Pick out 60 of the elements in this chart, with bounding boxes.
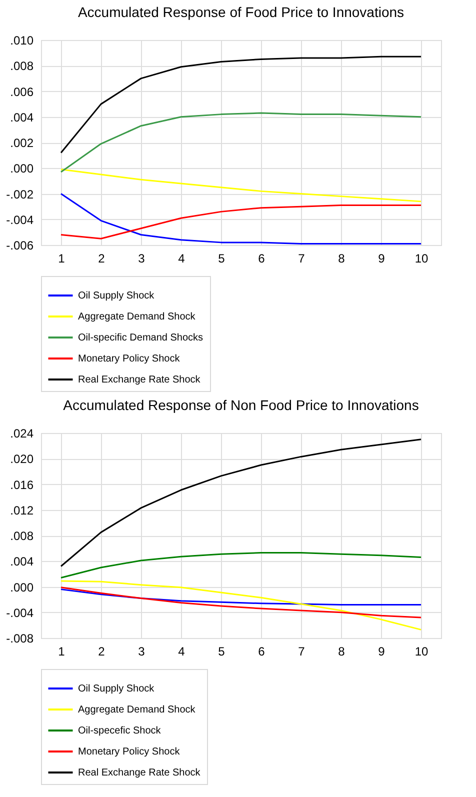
line-series bbox=[60, 586, 422, 618]
y-tick-label: .008 bbox=[10, 529, 34, 543]
y-tick-label: .000 bbox=[10, 162, 34, 176]
legend-label: Real Exchange Rate Shock bbox=[78, 768, 202, 778]
y-tick-label: .008 bbox=[10, 59, 34, 74]
chart-title: Accumulated Response of Food Price to Innovations bbox=[78, 4, 404, 20]
y-tick-label: .002 bbox=[10, 136, 34, 150]
x-tick-label: 2 bbox=[98, 644, 106, 658]
y-tick-label: -.008 bbox=[6, 632, 34, 646]
x-tick-label: 9 bbox=[378, 252, 386, 266]
x-tick-label: 5 bbox=[218, 252, 226, 266]
y-tick-label: -.004 bbox=[6, 606, 34, 620]
y-tick-label: .004 bbox=[10, 110, 34, 124]
x-tick-label: 4 bbox=[178, 644, 186, 658]
x-tick-label: 8 bbox=[338, 252, 346, 266]
x-tick-label: 5 bbox=[218, 644, 226, 658]
x-tick-label: 10 bbox=[414, 644, 428, 658]
legend-label: Aggregate Demand Shock bbox=[78, 312, 196, 322]
y-tick-label: -.006 bbox=[6, 238, 34, 252]
y-tick-label: .016 bbox=[10, 478, 34, 492]
line-series bbox=[60, 588, 422, 606]
line-series bbox=[60, 438, 422, 567]
legend-label: Real Exchange Rate Shock bbox=[78, 374, 202, 386]
x-tick-label: 10 bbox=[414, 252, 428, 266]
legend-label: Monetary Policy Shock bbox=[78, 354, 181, 364]
line-series bbox=[60, 56, 422, 154]
x-tick-label: 1 bbox=[58, 252, 66, 266]
x-tick-label: 6 bbox=[258, 252, 266, 266]
x-tick-label: 3 bbox=[138, 252, 146, 266]
y-tick-label: .004 bbox=[10, 554, 34, 569]
legend-label: Monetary Policy Shock bbox=[78, 746, 181, 758]
y-tick-label: .024 bbox=[10, 426, 34, 440]
y-tick-label: .012 bbox=[10, 503, 34, 518]
legend-label: Oil Supply Shock bbox=[78, 290, 156, 302]
line-series bbox=[60, 552, 422, 579]
x-tick-label: 3 bbox=[138, 644, 146, 658]
legend-label: Oil-specefic Shock bbox=[78, 726, 162, 736]
line-series bbox=[60, 204, 422, 240]
y-tick-label: .020 bbox=[10, 452, 34, 466]
y-tick-label: .010 bbox=[10, 34, 34, 48]
line-series bbox=[60, 112, 422, 173]
x-tick-label: 8 bbox=[338, 644, 346, 658]
x-tick-label: 7 bbox=[298, 644, 306, 658]
chart-title: Accumulated Response of Non Food Price to Innovations bbox=[63, 397, 419, 413]
y-tick-label: -.002 bbox=[6, 187, 34, 202]
legend-label: Oil-specific Demand Shocks bbox=[78, 332, 204, 344]
y-tick-label: .000 bbox=[10, 580, 34, 594]
x-tick-label: 6 bbox=[258, 644, 266, 658]
legend-label: Oil Supply Shock bbox=[78, 684, 156, 694]
y-tick-label: -.004 bbox=[6, 212, 34, 227]
x-tick-label: 9 bbox=[378, 644, 386, 658]
y-tick-label: .006 bbox=[10, 84, 34, 99]
x-tick-label: 1 bbox=[58, 644, 66, 658]
legend-label: Aggregate Demand Shock bbox=[78, 704, 196, 716]
line-series bbox=[60, 193, 422, 244]
x-tick-label: 2 bbox=[98, 252, 106, 266]
x-tick-label: 7 bbox=[298, 252, 306, 266]
line-series bbox=[60, 168, 422, 202]
x-tick-label: 4 bbox=[178, 252, 186, 266]
line-series bbox=[60, 580, 422, 630]
